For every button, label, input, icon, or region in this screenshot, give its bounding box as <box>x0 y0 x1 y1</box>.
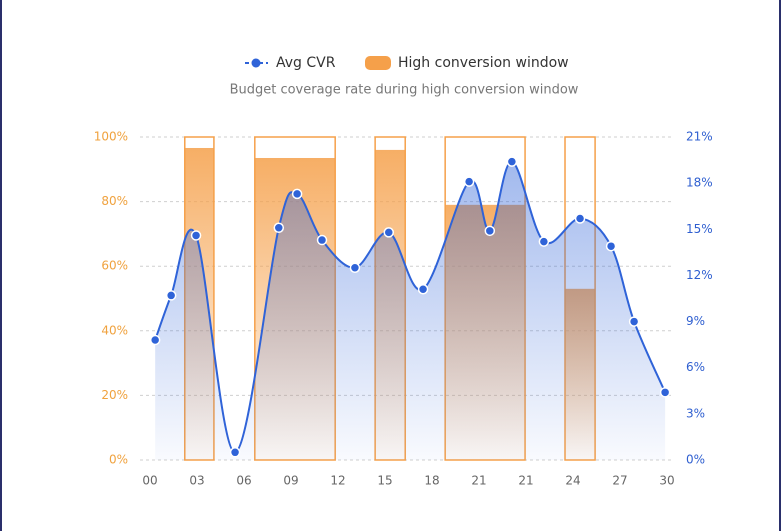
legend-line-icon <box>251 58 261 68</box>
y2-tick-label: 21% <box>686 130 713 144</box>
line-point <box>229 447 241 458</box>
legend-label: Avg CVR <box>276 55 336 71</box>
line-point <box>463 176 475 187</box>
y2-tick-label: 3% <box>686 406 705 420</box>
line-point <box>291 188 303 200</box>
line-point <box>659 387 671 398</box>
x-tick-label: 15 <box>377 474 392 488</box>
x-tick-label: 12 <box>330 474 345 488</box>
y2-tick-label: 6% <box>686 360 705 374</box>
y2-tick-label: 12% <box>686 268 713 282</box>
x-tick-label: 21 <box>518 474 533 488</box>
x-tick-label: 06 <box>236 474 251 488</box>
line-point <box>484 225 496 237</box>
line-point <box>417 284 429 295</box>
x-tick-label: 30 <box>659 474 674 488</box>
y2-tick-label: 15% <box>686 222 713 236</box>
x-tick-label: 21 <box>471 474 486 488</box>
line-point <box>628 316 640 327</box>
x-tick-label: 09 <box>283 474 298 488</box>
y2-tick-label: 18% <box>686 176 713 190</box>
y-tick-label: 40% <box>101 323 128 337</box>
line-point <box>149 334 161 346</box>
y-tick-label: 0% <box>109 453 128 467</box>
subtitle: Budget coverage rate during high convers… <box>230 83 579 98</box>
line-point <box>605 240 617 252</box>
y-tick-label: 60% <box>101 259 128 273</box>
y-tick-label: 80% <box>101 194 128 208</box>
legend-label: High conversion window <box>398 55 569 71</box>
line-area <box>155 161 666 460</box>
line-point <box>506 156 518 167</box>
line-point <box>273 222 285 233</box>
y2-tick-label: 9% <box>686 314 705 328</box>
legend: Avg CVR High conversion window <box>245 55 569 71</box>
x-tick-label: 00 <box>142 474 157 488</box>
line-point <box>538 236 550 247</box>
x-tick-label: 03 <box>189 474 204 488</box>
line-point <box>383 227 395 238</box>
line-point <box>349 262 361 273</box>
y2-tick-label: 0% <box>686 453 705 467</box>
x-tick-label: 18 <box>424 474 439 488</box>
x-tick-label: 24 <box>565 474 580 488</box>
x-tick-label: 27 <box>612 474 627 488</box>
line-point <box>574 213 586 224</box>
line-point <box>316 234 328 246</box>
line-point <box>165 290 177 301</box>
y-tick-label: 100% <box>94 130 128 144</box>
line-point <box>190 230 202 241</box>
legend-bar-icon <box>365 56 391 70</box>
y-tick-label: 20% <box>101 388 128 402</box>
